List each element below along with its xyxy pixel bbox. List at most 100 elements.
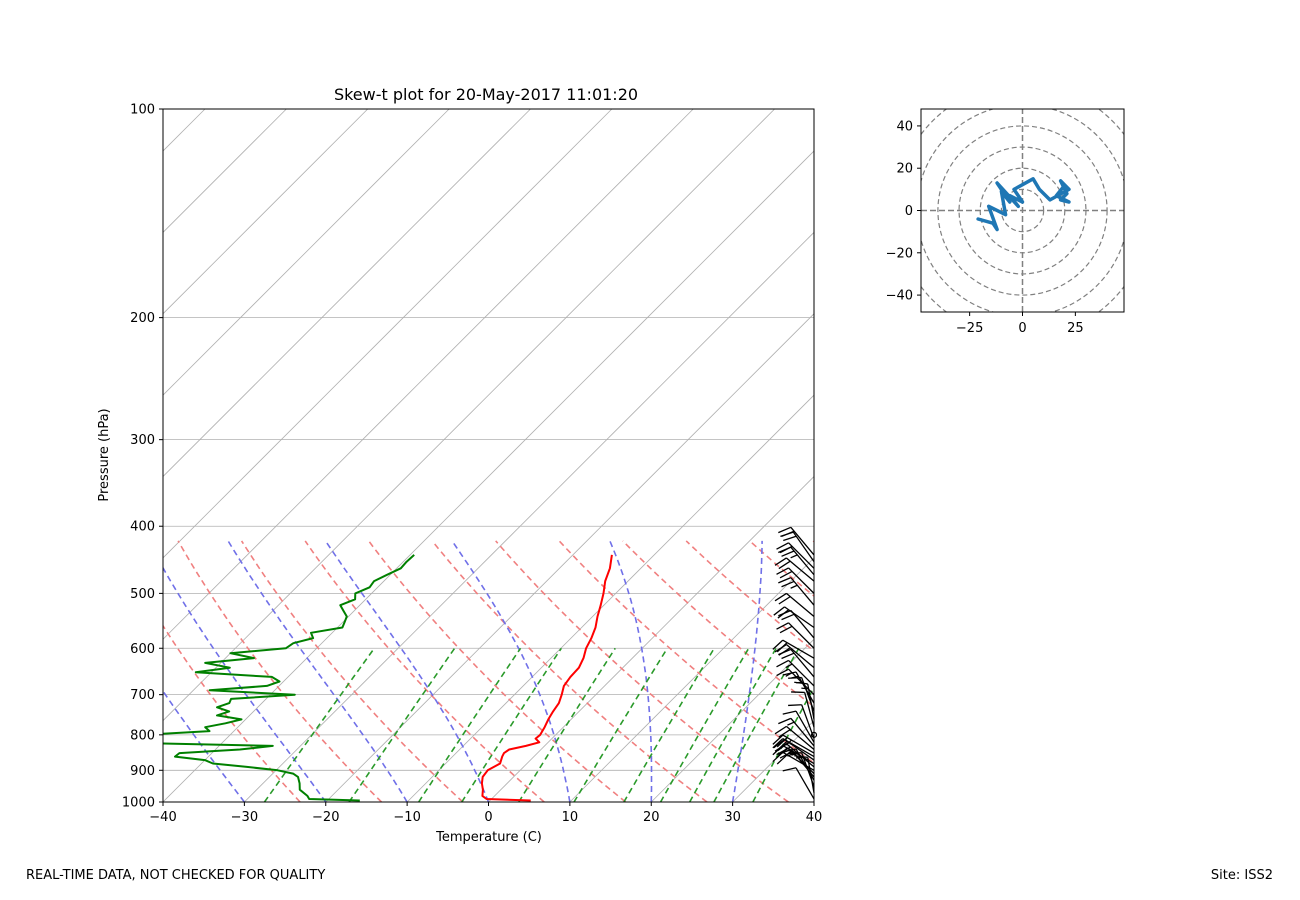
barb-staff	[795, 710, 815, 743]
barb-staff	[784, 606, 815, 629]
y-tick-label: 600	[130, 642, 155, 657]
dry-adiabat-line	[431, 540, 708, 802]
x-tick-label: 40	[806, 810, 823, 825]
wind-barb	[773, 606, 815, 629]
barb-half-feather	[791, 752, 799, 756]
barb-feather	[774, 743, 787, 752]
mixing-ratio-line	[713, 647, 800, 802]
wind-barb	[782, 710, 815, 743]
hodograph-x-tick-label: 25	[1067, 321, 1084, 336]
y-axis-ticks: 100 200 300 400 500 600 700 800 900 1000	[122, 103, 163, 811]
x-axis-ticks: −40 −30 −20 −10 0 10 20 30 40	[149, 802, 822, 825]
mixing-ratio-line	[659, 647, 750, 802]
chart-title: Skew-t plot for 20-May-2017 11:01:20	[334, 85, 638, 104]
isotherm-lines	[163, 109, 814, 802]
barb-feather	[778, 717, 792, 725]
mixing-ratio-line	[573, 647, 668, 802]
barb-staff	[786, 557, 815, 582]
wind-barb	[774, 557, 815, 582]
barb-staff	[807, 757, 815, 793]
wind-barb	[776, 567, 815, 594]
wind-barb	[791, 691, 815, 728]
barb-staff	[782, 639, 815, 659]
barb-feather	[776, 754, 788, 765]
dry-adiabat-line	[685, 540, 814, 652]
hodograph-x-tick-label: 0	[1018, 321, 1026, 336]
wind-barb	[774, 592, 815, 618]
barb-feather	[776, 737, 788, 748]
barb-feather	[773, 738, 785, 749]
barb-feather	[794, 755, 808, 759]
barb-staff	[788, 660, 815, 687]
barb-staff	[795, 767, 815, 800]
isotherm-line	[406, 394, 814, 802]
moist-adiabat-line	[163, 566, 327, 802]
dry-adiabat-line	[622, 540, 814, 708]
barb-staff	[786, 725, 815, 751]
isotherm-line	[569, 557, 814, 802]
wind-barb	[776, 659, 815, 687]
barb-feather	[778, 526, 792, 534]
site-label: Site: ISS2	[1210, 868, 1273, 883]
hodograph-series	[976, 177, 1071, 232]
dry-adiabat-line	[368, 540, 627, 802]
moist-adiabat-line	[451, 540, 571, 802]
wind-barb	[782, 767, 815, 800]
moist-adiabat-line	[324, 540, 490, 802]
y-tick-label: 700	[130, 688, 155, 703]
mixing-ratio-line	[752, 685, 814, 802]
barb-feather	[776, 567, 789, 575]
barb-staff	[792, 531, 815, 563]
y-tick-label: 1000	[122, 796, 155, 811]
skewt-frame	[162, 108, 815, 803]
x-tick-label: 0	[484, 810, 492, 825]
barb-feather	[774, 592, 787, 602]
barb-half-feather	[796, 756, 804, 759]
barb-feather	[781, 613, 795, 621]
barb-staff	[782, 734, 815, 754]
barb-feather	[781, 652, 795, 660]
isotherm-line	[163, 150, 814, 802]
barb-feather	[782, 767, 797, 772]
barb-staff	[790, 648, 815, 678]
x-tick-label: −20	[312, 810, 339, 825]
barb-feather	[772, 639, 784, 650]
moist-adiabat-line	[163, 689, 246, 802]
barb-staff	[786, 644, 815, 669]
isotherm-line	[325, 313, 814, 802]
dry-adiabat-line	[177, 540, 383, 802]
hodograph-y-tick-label: 20	[896, 162, 913, 177]
wind-barb	[780, 531, 815, 563]
barb-staff	[801, 704, 815, 739]
moist-adiabat-line	[731, 540, 763, 802]
barb-feather	[778, 577, 792, 584]
barb-feather	[776, 622, 789, 630]
skewt-plot-area	[163, 109, 814, 802]
sounding-series	[163, 554, 613, 802]
y-tick-label: 800	[130, 728, 155, 743]
wind-barb	[788, 704, 815, 739]
barb-feather	[778, 560, 791, 570]
wind-barb	[778, 648, 815, 678]
wind-barb	[778, 546, 815, 576]
barb-feather	[780, 531, 794, 537]
barb-feather	[774, 725, 787, 735]
barb-feather	[772, 738, 784, 749]
barb-feather	[782, 710, 797, 715]
barb-half-feather	[801, 687, 809, 690]
barb-feather	[779, 570, 793, 579]
barb-feather	[776, 659, 789, 668]
barb-feather	[774, 643, 787, 653]
barb-feather	[782, 671, 797, 676]
x-axis-label: Temperature (C)	[435, 830, 542, 845]
barb-feather	[772, 734, 784, 745]
barb-staff	[788, 542, 815, 569]
mixing-ratio-line	[461, 647, 562, 802]
barb-half-feather	[790, 554, 798, 559]
wind-barb	[794, 681, 815, 720]
x-tick-label: 20	[643, 810, 660, 825]
barb-staff	[790, 610, 815, 639]
y-axis-label: Pressure (hPa)	[97, 408, 112, 501]
dry-adiabat-line	[163, 624, 301, 802]
